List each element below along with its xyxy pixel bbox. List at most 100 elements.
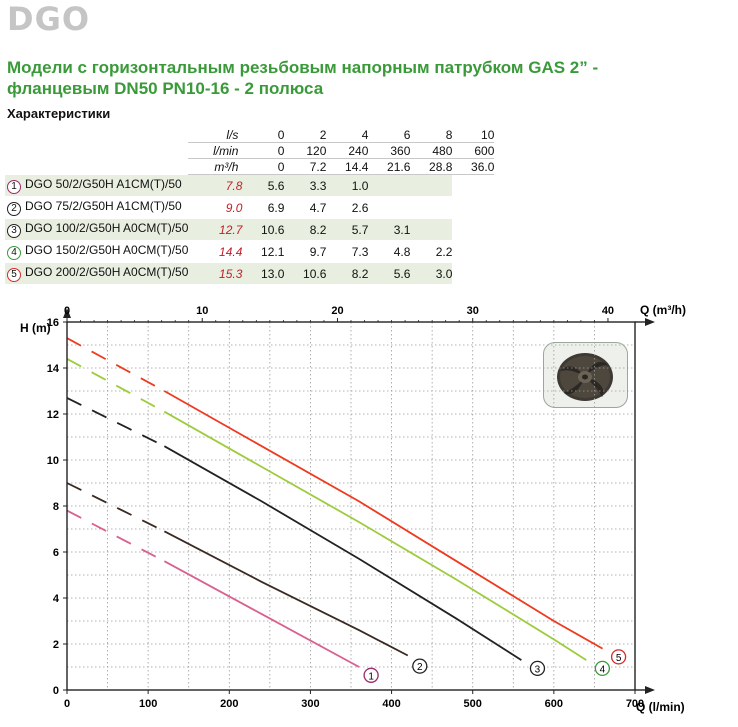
x-tick-label: 500 <box>464 698 482 710</box>
curve-4-dashed <box>66 358 165 413</box>
y-tick-label: 10 <box>47 455 59 467</box>
curve-end-marker-2 <box>412 658 428 674</box>
shutoff-head: 9.0 <box>188 196 243 219</box>
flow-row: l/s 0 2 4 6 8 10 <box>5 127 495 143</box>
curve-number-badge: 5 <box>7 268 21 282</box>
top-tick-label: 30 <box>467 305 479 317</box>
top-axis-arrow <box>645 318 655 326</box>
curve-3 <box>163 445 522 661</box>
head-value: 6.9 <box>242 196 285 219</box>
flow-unit: l/s <box>188 127 243 143</box>
model-name: DGO 150/2/G50H A0CM(T)/50 <box>25 243 189 257</box>
grid <box>66 321 636 691</box>
curve-end-label-5: 5 <box>616 653 622 664</box>
y-axis-arrow <box>63 308 71 318</box>
curve-number-badge: 3 <box>7 224 21 238</box>
top-tick-label: 40 <box>602 305 614 317</box>
head-value: 10.6 <box>284 262 327 285</box>
head-value: 12.1 <box>242 240 285 263</box>
x-tick-label: 0 <box>64 698 70 710</box>
model-name: DGO 200/2/G50H A0CM(T)/50 <box>25 265 189 279</box>
curve-end-label-4: 4 <box>600 664 606 675</box>
head-value: 8.2 <box>284 218 327 241</box>
head-value: 3.1 <box>368 218 411 241</box>
head-value: 5.6 <box>242 174 285 197</box>
y-axis-label: H (m) <box>20 321 51 335</box>
axes <box>63 308 655 694</box>
flow-value: 36.0 <box>452 158 495 175</box>
curve-end-marker-5 <box>610 649 627 665</box>
flow-row: m³/h 0 7.2 14.4 21.6 28.8 36.0 <box>5 158 495 175</box>
curve-end-label-2: 2 <box>417 662 423 673</box>
impeller-image <box>543 342 628 408</box>
head-value: 3.0 <box>410 262 453 285</box>
head-value <box>410 174 453 197</box>
x-tick-label: 200 <box>220 698 238 710</box>
y-tick-label: 14 <box>47 363 60 375</box>
x-tick-label: 100 <box>139 698 157 710</box>
flow-value: 10 <box>452 127 495 143</box>
flow-value: 600 <box>452 142 495 159</box>
model-name: DGO 50/2/G50H A1CM(T)/50 <box>25 176 182 191</box>
curve-end-labels: 1 2 3 45 <box>363 649 627 683</box>
flow-value: 21.6 <box>368 158 411 175</box>
brand-title: DGO <box>7 0 91 38</box>
y-tick-label: 0 <box>53 685 59 697</box>
x-axis-arrow <box>645 686 655 694</box>
flow-value: 4 <box>326 127 369 143</box>
flow-value: 240 <box>326 142 369 159</box>
head-value: 2.6 <box>326 196 369 219</box>
shutoff-head: 14.4 <box>188 240 243 263</box>
head-value: 9.7 <box>284 240 327 263</box>
model-row: 3 DGO 100/2/G50H A0CM(T)/50 12.7 10.6 8.2 5.7… <box>5 218 494 241</box>
top-tick-label: 0 <box>64 305 70 317</box>
head-value: 2.2 <box>410 240 453 263</box>
heading-line-2: фланцевым DN50 PN10-16 - 2 полюса <box>7 79 324 98</box>
flow-value: 6 <box>368 127 411 143</box>
curve-end-label-1: 1 <box>368 671 374 682</box>
y-tick-label: 16 <box>47 317 59 329</box>
flow-value: 14.4 <box>326 158 369 175</box>
x-axis-label: Q (l/min) <box>636 700 685 714</box>
x-tick-label: 600 <box>545 698 563 710</box>
flow-value: 0 <box>242 158 285 175</box>
heading-line-1: Модели с горизонтальным резьбовым напорн… <box>7 58 599 77</box>
curve-4 <box>163 410 587 661</box>
head-value: 7.3 <box>326 240 369 263</box>
flow-row: l/min 0 120 240 360 480 600 <box>5 142 495 159</box>
head-value: 4.7 <box>284 196 327 219</box>
flow-value: 7.2 <box>284 158 327 175</box>
model-name: DGO 75/2/G50H A1CM(T)/50 <box>25 199 182 213</box>
curve-5 <box>163 390 603 650</box>
curve-end-label-3: 3 <box>535 664 541 675</box>
flow-value: 8 <box>410 127 453 143</box>
y-tick-label: 4 <box>53 593 60 605</box>
y-tick-label: 6 <box>53 547 59 559</box>
curve-number-badge: 4 <box>7 246 21 260</box>
x-tick-label: 300 <box>301 698 319 710</box>
section-title: Характеристики <box>7 106 111 121</box>
x-tick-label: 400 <box>382 698 400 710</box>
flow-value: 2 <box>284 127 327 143</box>
head-value: 13.0 <box>242 262 285 285</box>
y-tick-label: 2 <box>53 639 59 651</box>
shutoff-head: 12.7 <box>188 218 243 241</box>
head-value <box>410 218 453 241</box>
model-name-cell: 1 DGO 50/2/G50H A1CM(T)/50 <box>5 174 189 197</box>
y-tick-label: 8 <box>53 501 59 513</box>
page-heading: Модели с горизонтальным резьбовым напорн… <box>7 57 727 99</box>
head-value <box>368 196 411 219</box>
model-row: 1 DGO 50/2/G50H A1CM(T)/50 7.8 5.6 3.3 1.0 <box>5 174 494 197</box>
flow-value: 28.8 <box>410 158 453 175</box>
curve-end-marker-1 <box>363 667 379 683</box>
curve-2-dashed <box>66 482 165 533</box>
flow-unit: l/min <box>188 142 243 159</box>
head-value: 1.0 <box>326 174 369 197</box>
model-name-cell: 5 DGO 200/2/G50H A0CM(T)/50 <box>5 262 189 285</box>
head-value: 5.6 <box>368 262 411 285</box>
head-value: 10.6 <box>242 218 285 241</box>
head-value: 4.8 <box>368 240 411 263</box>
model-name-cell: 4 DGO 150/2/G50H A0CM(T)/50 <box>5 240 189 263</box>
flow-unit: m³/h <box>188 158 243 175</box>
